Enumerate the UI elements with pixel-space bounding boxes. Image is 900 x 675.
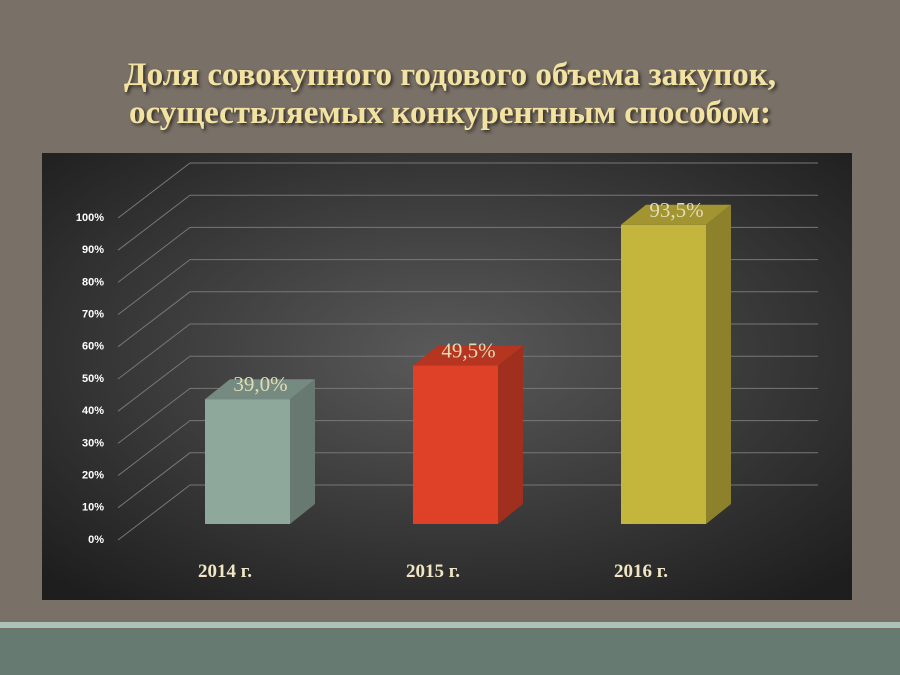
bar xyxy=(205,399,290,524)
bar xyxy=(413,365,498,524)
y-tick-label: 40% xyxy=(82,405,104,417)
y-tick-label: 100% xyxy=(76,212,104,224)
bar-side xyxy=(290,379,315,524)
y-tick-label: 90% xyxy=(82,244,104,256)
grid-line xyxy=(117,259,818,315)
y-tick-label: 20% xyxy=(82,470,104,482)
y-tick-label: 10% xyxy=(82,502,104,514)
value-label: 39,0% xyxy=(233,372,287,396)
grid-line xyxy=(117,194,818,251)
grid-line xyxy=(117,291,818,348)
y-tick-label: 30% xyxy=(82,437,104,449)
bar-top xyxy=(413,345,523,366)
x-tick-label: 2016 г. xyxy=(614,561,668,582)
footer-band xyxy=(0,630,900,675)
bar xyxy=(621,224,706,525)
y-tick-label: 50% xyxy=(82,373,104,385)
grid-line xyxy=(117,387,818,444)
grid-line xyxy=(117,355,818,412)
bar-top xyxy=(621,204,731,225)
chart-title: осуществляемых конкурентным способом: xyxy=(129,95,771,131)
y-tick-label: 80% xyxy=(82,276,104,288)
grid-line xyxy=(117,323,818,380)
chart-title: Доля совокупного годового объема закупок… xyxy=(124,57,776,93)
bar-top xyxy=(205,379,315,400)
grid-line xyxy=(117,484,818,541)
value-label: 49,5% xyxy=(441,339,495,363)
grid-line xyxy=(117,226,818,283)
grid-line xyxy=(117,162,818,219)
grid-line xyxy=(117,420,818,476)
y-tick-label: 70% xyxy=(82,309,104,321)
x-tick-label: 2015 г. xyxy=(406,561,460,582)
value-label: 93,5% xyxy=(649,198,703,222)
bar-side xyxy=(498,345,523,524)
grid-line xyxy=(117,452,818,509)
y-tick-label: 60% xyxy=(82,341,104,353)
divider xyxy=(0,622,900,628)
bar-side xyxy=(706,204,731,525)
y-tick-label: 0% xyxy=(88,534,104,546)
x-tick-label: 2014 г. xyxy=(198,561,252,582)
